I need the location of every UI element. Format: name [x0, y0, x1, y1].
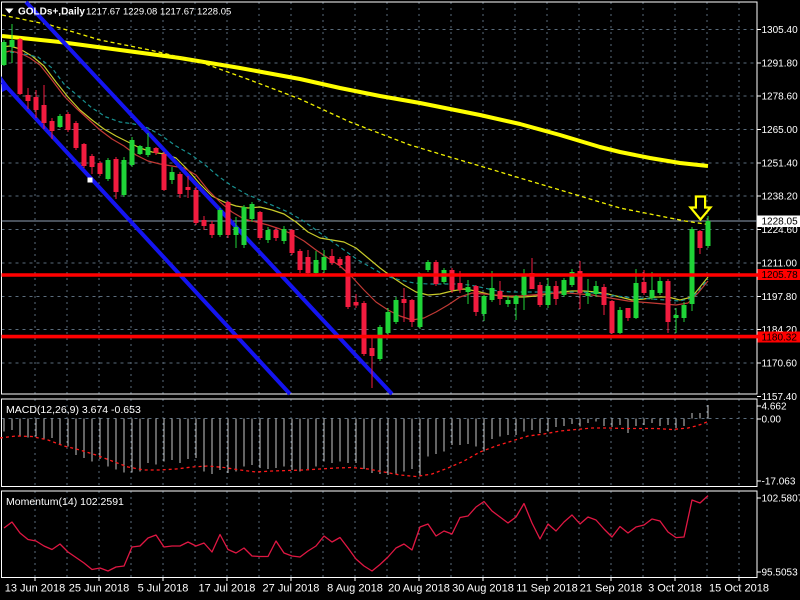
svg-text:20 Aug 2018: 20 Aug 2018 [388, 583, 450, 595]
svg-text:MACD(12,26,9) 3.674 -0.653: MACD(12,26,9) 3.674 -0.653 [6, 404, 141, 416]
svg-text:27 Jul 2018: 27 Jul 2018 [263, 583, 320, 595]
svg-text:102.5807: 102.5807 [762, 494, 800, 505]
svg-text:1238.20: 1238.20 [762, 192, 799, 203]
svg-text:4.662: 4.662 [762, 402, 787, 413]
svg-text:21 Sep 2018: 21 Sep 2018 [580, 583, 642, 595]
svg-text:1170.60: 1170.60 [762, 359, 798, 370]
svg-text:0.00: 0.00 [762, 415, 782, 426]
svg-text:1251.40: 1251.40 [762, 158, 799, 169]
svg-text:1180.32: 1180.32 [762, 332, 798, 343]
svg-text:1157.40: 1157.40 [762, 392, 798, 403]
svg-text:1291.80: 1291.80 [762, 58, 799, 69]
svg-text:1224.60: 1224.60 [762, 225, 799, 236]
svg-text:1265.00: 1265.00 [762, 125, 799, 136]
svg-text:1217.67 1229.08 1217.67 1228.0: 1217.67 1229.08 1217.67 1228.05 [86, 7, 231, 18]
svg-text:3 Oct 2018: 3 Oct 2018 [648, 583, 702, 595]
svg-text:8 Aug 2018: 8 Aug 2018 [327, 583, 383, 595]
svg-text:5 Jul 2018: 5 Jul 2018 [138, 583, 189, 595]
svg-text:GOLDs+,Daily: GOLDs+,Daily [18, 7, 85, 18]
svg-text:Momentum(14) 102.2591: Momentum(14) 102.2591 [6, 496, 124, 508]
svg-text:1228.05: 1228.05 [762, 217, 799, 228]
svg-text:1184.20: 1184.20 [762, 325, 798, 336]
svg-text:1305.40: 1305.40 [762, 25, 799, 36]
svg-text:1197.80: 1197.80 [762, 292, 798, 303]
svg-text:15 Oct 2018: 15 Oct 2018 [709, 583, 769, 595]
svg-text:11 Sep 2018: 11 Sep 2018 [516, 583, 578, 595]
svg-text:17 Jul 2018: 17 Jul 2018 [199, 583, 256, 595]
svg-text:1278.60: 1278.60 [762, 92, 799, 103]
svg-text:30 Aug 2018: 30 Aug 2018 [452, 583, 514, 595]
svg-text:-17.063: -17.063 [762, 477, 796, 488]
svg-text:1205.78: 1205.78 [762, 270, 799, 281]
svg-text:1211.00: 1211.00 [762, 258, 798, 269]
svg-text:25 Jun 2018: 25 Jun 2018 [69, 583, 130, 595]
svg-text:95.5053: 95.5053 [762, 568, 799, 579]
svg-text:13 Jun 2018: 13 Jun 2018 [5, 583, 66, 595]
